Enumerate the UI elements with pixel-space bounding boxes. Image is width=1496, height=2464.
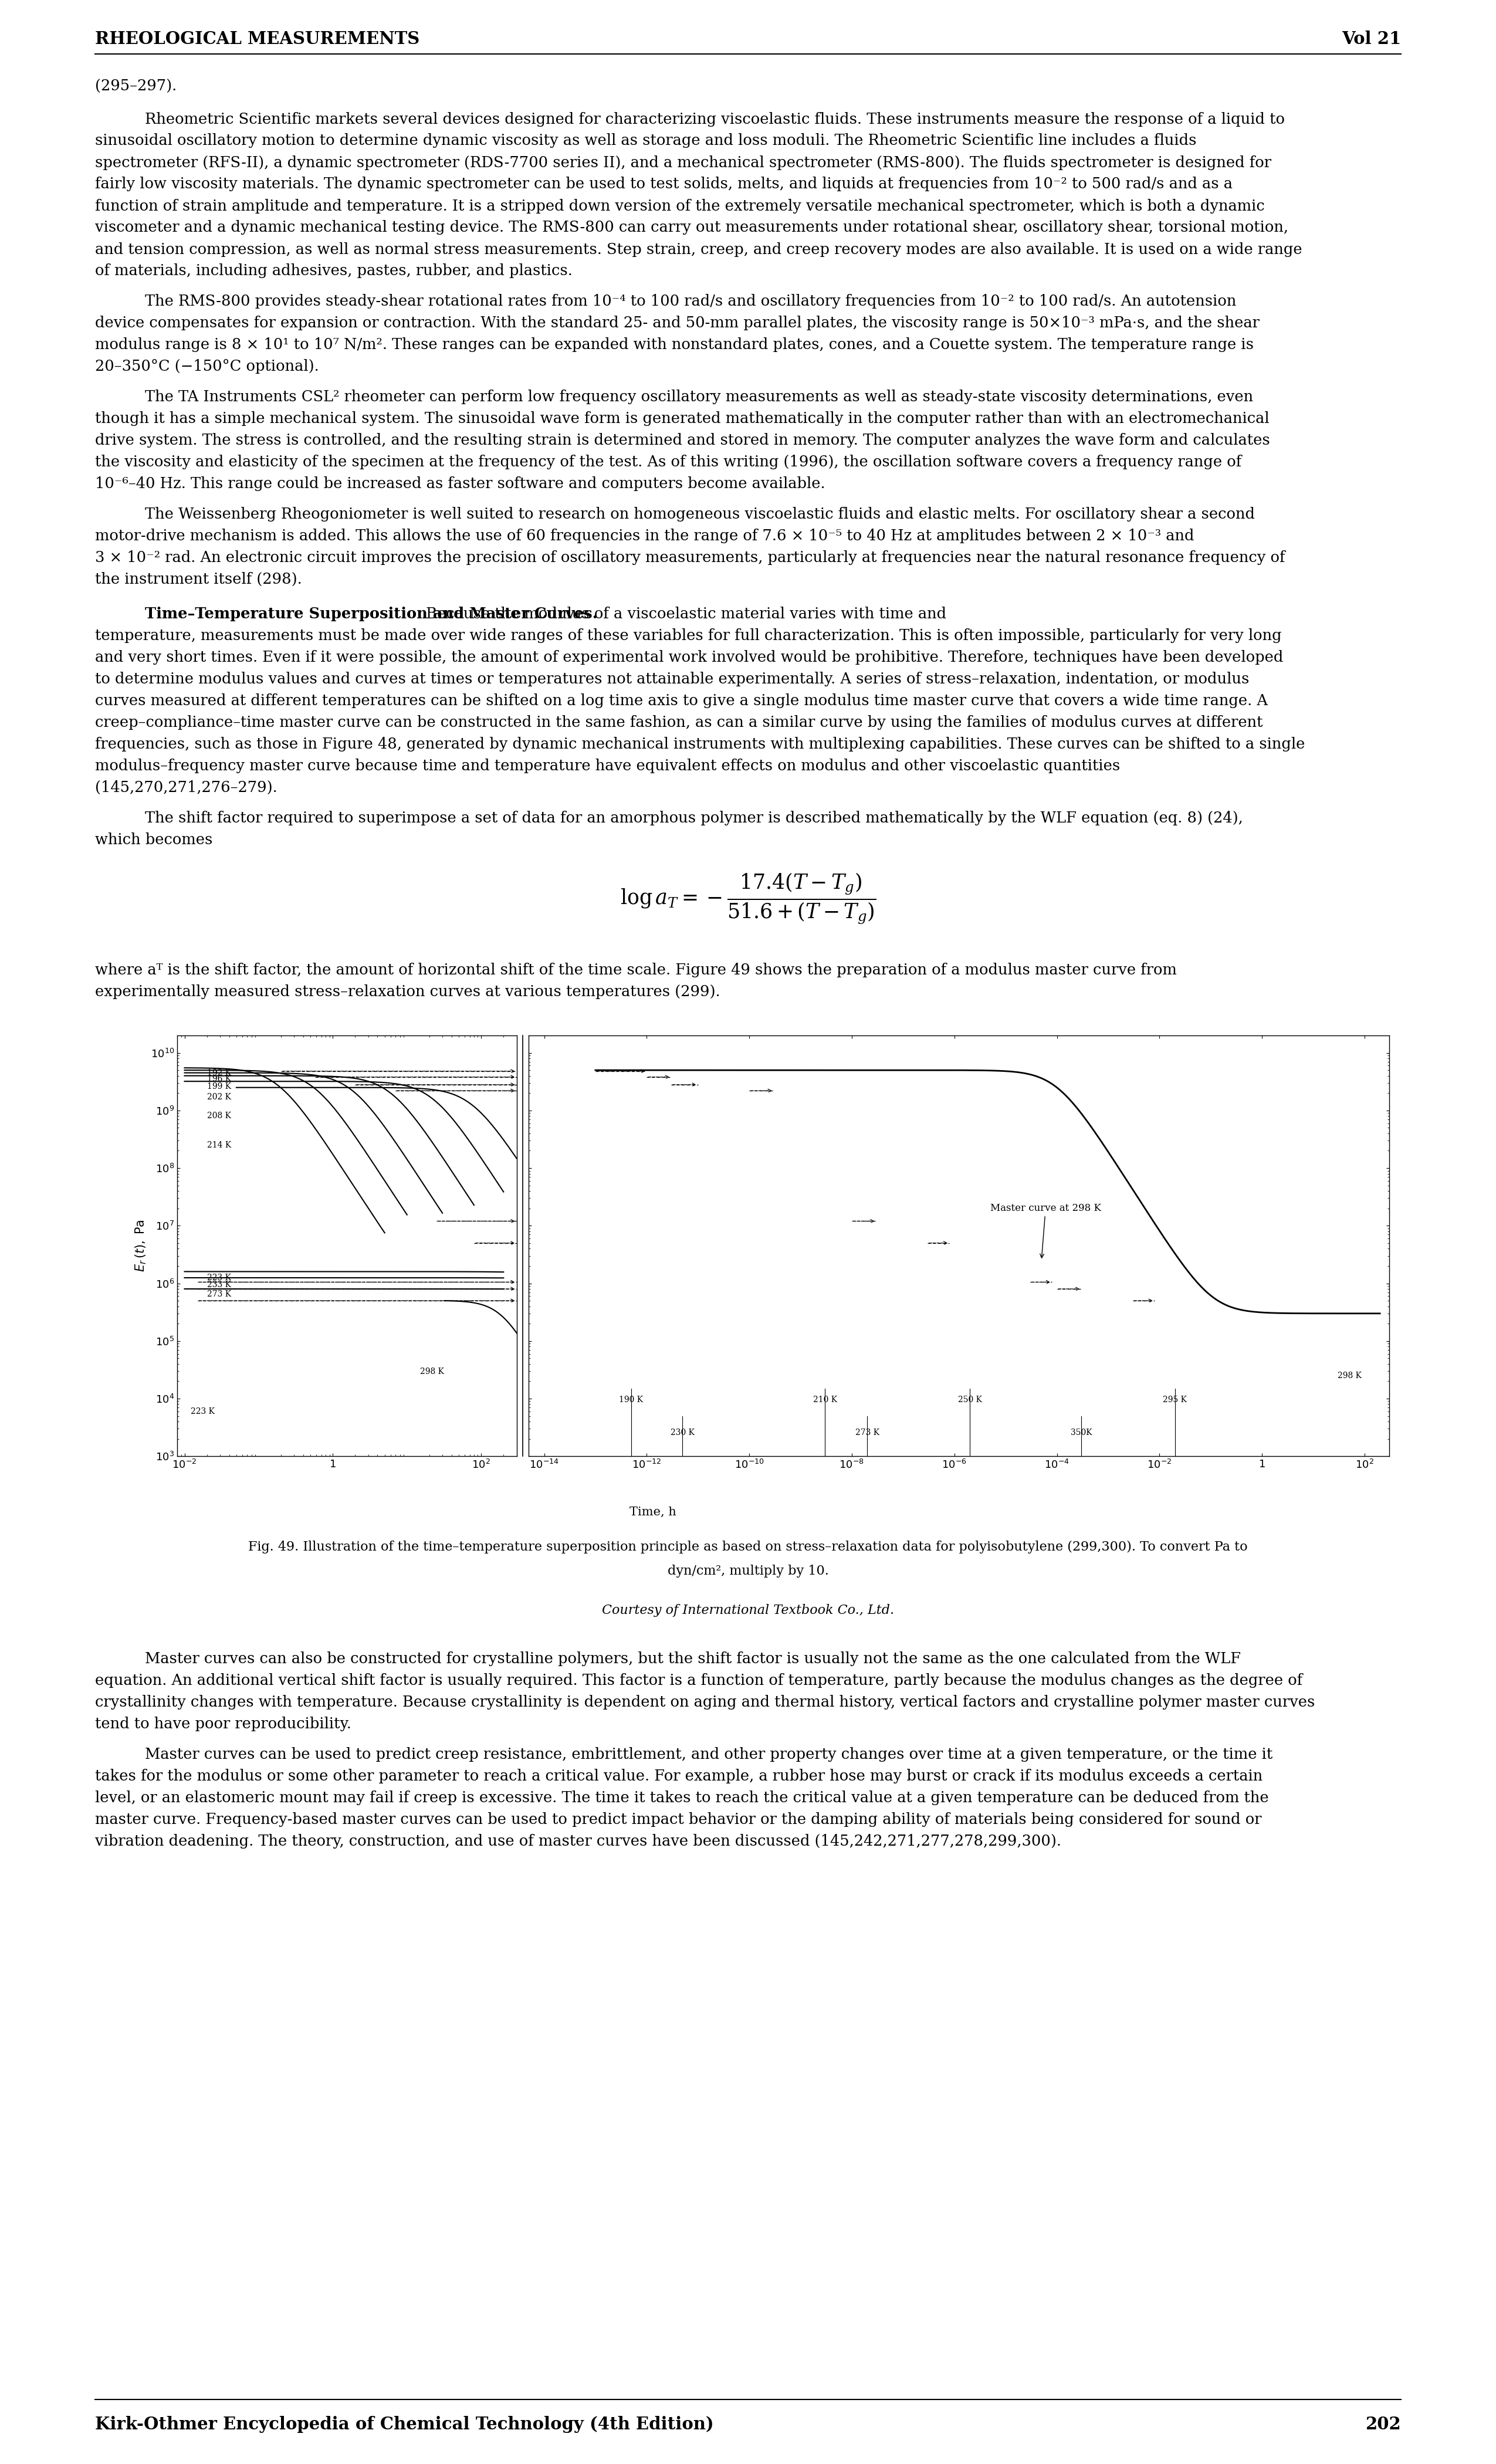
Text: temperature, measurements must be made over wide ranges of these variables for f: temperature, measurements must be made o… <box>96 628 1282 643</box>
Text: experimentally measured stress–relaxation curves at various temperatures (299).: experimentally measured stress–relaxatio… <box>96 986 720 998</box>
Text: spectrometer (RFS-II), a dynamic spectrometer (RDS-7700 series II), and a mechan: spectrometer (RFS-II), a dynamic spectro… <box>96 155 1272 170</box>
Text: Courtesy of International Textbook Co., Ltd.: Courtesy of International Textbook Co., … <box>601 1604 895 1616</box>
Text: 208 K: 208 K <box>206 1111 230 1121</box>
Text: $\log a_T = -\dfrac{17.4(T - T_g)}{51.6 + (T - T_g)}$: $\log a_T = -\dfrac{17.4(T - T_g)}{51.6 … <box>619 872 877 926</box>
Text: though it has a simple mechanical system. The sinusoidal wave form is generated : though it has a simple mechanical system… <box>96 411 1269 426</box>
Text: curves measured at different temperatures can be shifted on a log time axis to g: curves measured at different temperature… <box>96 692 1267 707</box>
Text: and very short times. Even if it were possible, the amount of experimental work : and very short times. Even if it were po… <box>96 650 1284 665</box>
Text: Rheometric Scientific markets several devices designed for characterizing viscoe: Rheometric Scientific markets several de… <box>145 111 1285 126</box>
Text: viscometer and a dynamic mechanical testing device. The RMS-800 can carry out me: viscometer and a dynamic mechanical test… <box>96 219 1288 234</box>
Text: 230 K: 230 K <box>670 1429 694 1437</box>
Text: function of strain amplitude and temperature. It is a stripped down version of t: function of strain amplitude and tempera… <box>96 200 1264 214</box>
Text: level, or an elastomeric mount may fail if creep is excessive. The time it takes: level, or an elastomeric mount may fail … <box>96 1791 1269 1806</box>
Text: Fig. 49. Illustration of the time–temperature superposition principle as based o: Fig. 49. Illustration of the time–temper… <box>248 1540 1248 1555</box>
Text: drive system. The stress is controlled, and the resulting strain is determined a: drive system. The stress is controlled, … <box>96 434 1270 448</box>
Text: vibration deadening. The theory, construction, and use of master curves have bee: vibration deadening. The theory, constru… <box>96 1833 1061 1848</box>
Text: 223 K: 223 K <box>190 1407 214 1414</box>
Text: 298 K: 298 K <box>1337 1372 1361 1380</box>
Text: of materials, including adhesives, pastes, rubber, and plastics.: of materials, including adhesives, paste… <box>96 264 573 278</box>
Text: The TA Instruments CSL² rheometer can perform low frequency oscillatory measurem: The TA Instruments CSL² rheometer can pe… <box>145 389 1254 404</box>
Text: where aᵀ is the shift factor, the amount of horizontal shift of the time scale. : where aᵀ is the shift factor, the amount… <box>96 963 1177 978</box>
Text: and tension compression, as well as normal stress measurements. Step strain, cre: and tension compression, as well as norm… <box>96 241 1302 256</box>
Text: Kirk-Othmer Encyclopedia of Chemical Technology (4th Edition): Kirk-Othmer Encyclopedia of Chemical Tec… <box>96 2415 714 2432</box>
Text: 298 K: 298 K <box>420 1368 444 1375</box>
Text: the instrument itself (298).: the instrument itself (298). <box>96 572 302 586</box>
Text: which becomes: which becomes <box>96 833 212 848</box>
Text: RHEOLOGICAL MEASUREMENTS: RHEOLOGICAL MEASUREMENTS <box>96 30 419 47</box>
Text: Time, h: Time, h <box>630 1506 676 1518</box>
Text: device compensates for expansion or contraction. With the standard 25- and 50-mm: device compensates for expansion or cont… <box>96 315 1260 330</box>
Text: 223 K: 223 K <box>206 1274 230 1281</box>
Text: Master curves can also be constructed for crystalline polymers, but the shift fa: Master curves can also be constructed fo… <box>145 1651 1240 1666</box>
Text: dyn/cm², multiply by 10.: dyn/cm², multiply by 10. <box>667 1565 829 1577</box>
Text: modulus–frequency master curve because time and temperature have equivalent effe: modulus–frequency master curve because t… <box>96 759 1121 774</box>
Text: 273 K: 273 K <box>206 1291 230 1299</box>
Text: to determine modulus values and curves at times or temperatures not attainable e: to determine modulus values and curves a… <box>96 673 1249 687</box>
Text: crystallinity changes with temperature. Because crystallinity is dependent on ag: crystallinity changes with temperature. … <box>96 1695 1315 1710</box>
Text: 210 K: 210 K <box>812 1397 838 1404</box>
Text: the viscosity and elasticity of the specimen at the frequency of the test. As of: the viscosity and elasticity of the spec… <box>96 456 1242 471</box>
Text: The Weissenberg Rheogoniometer is well suited to research on homogeneous viscoel: The Weissenberg Rheogoniometer is well s… <box>145 508 1255 522</box>
Text: Master curve at 298 K: Master curve at 298 K <box>990 1202 1101 1257</box>
Text: (295–297).: (295–297). <box>96 79 177 94</box>
Text: 350K: 350K <box>1071 1429 1092 1437</box>
Text: 20–350°C (−150°C optional).: 20–350°C (−150°C optional). <box>96 360 319 375</box>
Text: 214 K: 214 K <box>206 1141 230 1148</box>
Text: 202 K: 202 K <box>206 1094 230 1101</box>
Text: The RMS-800 provides steady-shear rotational rates from 10⁻⁴ to 100 rad/s and os: The RMS-800 provides steady-shear rotati… <box>145 293 1236 308</box>
Text: 295 K: 295 K <box>1162 1397 1186 1404</box>
Text: equation. An additional vertical shift factor is usually required. This factor i: equation. An additional vertical shift f… <box>96 1673 1303 1688</box>
Text: (145,270,271,276–279).: (145,270,271,276–279). <box>96 781 277 796</box>
Text: 273 K: 273 K <box>856 1429 880 1437</box>
Text: 3 × 10⁻² rad. An electronic circuit improves the precision of oscillatory measur: 3 × 10⁻² rad. An electronic circuit impr… <box>96 549 1285 564</box>
Text: The shift factor required to superimpose a set of data for an amorphous polymer : The shift factor required to superimpose… <box>145 811 1243 825</box>
Text: Master curves can be used to predict creep resistance, embrittlement, and other : Master curves can be used to predict cre… <box>145 1747 1273 1762</box>
Text: master curve. Frequency-based master curves can be used to predict impact behavi: master curve. Frequency-based master cur… <box>96 1811 1261 1826</box>
Text: fairly low viscosity materials. The dynamic spectrometer can be used to test sol: fairly low viscosity materials. The dyna… <box>96 177 1233 192</box>
Text: 190 K: 190 K <box>619 1397 643 1404</box>
Text: 196 K: 196 K <box>206 1074 230 1084</box>
Text: 10⁻⁶–40 Hz. This range could be increased as faster software and computers becom: 10⁻⁶–40 Hz. This range could be increase… <box>96 476 826 490</box>
Text: 199 K: 199 K <box>206 1082 230 1092</box>
Text: motor-drive mechanism is added. This allows the use of 60 frequencies in the ran: motor-drive mechanism is added. This all… <box>96 530 1194 542</box>
Text: 202: 202 <box>1366 2415 1400 2432</box>
Text: sinusoidal oscillatory motion to determine dynamic viscosity as well as storage : sinusoidal oscillatory motion to determi… <box>96 133 1197 148</box>
Text: tend to have poor reproducibility.: tend to have poor reproducibility. <box>96 1717 352 1732</box>
Text: Vol 21: Vol 21 <box>1342 30 1400 47</box>
Text: 192 K: 192 K <box>206 1069 230 1077</box>
Text: Because the modulus of a viscoelastic material varies with time and: Because the modulus of a viscoelastic ma… <box>422 606 947 621</box>
Y-axis label: $E_r\,(t),\;\mathrm{Pa}$: $E_r\,(t),\;\mathrm{Pa}$ <box>133 1220 148 1271</box>
Text: 250 K: 250 K <box>957 1397 981 1404</box>
Text: modulus range is 8 × 10¹ to 10⁷ N/m². These ranges can be expanded with nonstand: modulus range is 8 × 10¹ to 10⁷ N/m². Th… <box>96 338 1254 352</box>
Text: creep–compliance–time master curve can be constructed in the same fashion, as ca: creep–compliance–time master curve can b… <box>96 715 1263 729</box>
Text: 233 K: 233 K <box>206 1281 230 1289</box>
Text: takes for the modulus or some other parameter to reach a critical value. For exa: takes for the modulus or some other para… <box>96 1769 1263 1784</box>
Text: frequencies, such as those in Figure 48, generated by dynamic mechanical instrum: frequencies, such as those in Figure 48,… <box>96 737 1305 752</box>
Text: Time–Temperature Superposition and Master Curves.: Time–Temperature Superposition and Maste… <box>145 606 597 621</box>
